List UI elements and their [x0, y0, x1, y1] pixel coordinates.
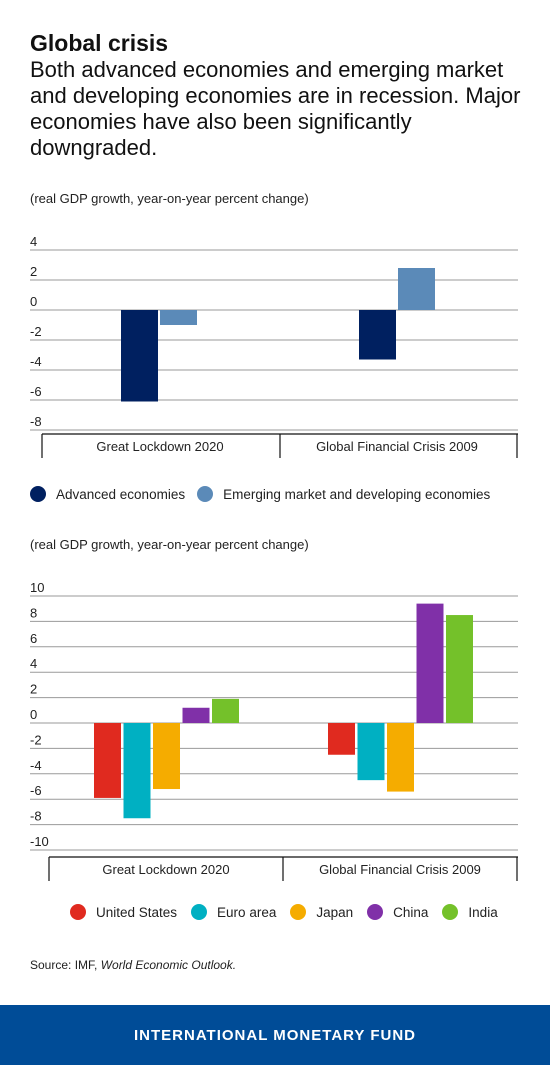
chart2-bar [328, 723, 355, 755]
chart1-ytick-label: -2 [30, 324, 42, 339]
chart1-ytick-label: 2 [30, 264, 37, 279]
chart1-category-label: Global Financial Crisis 2009 [316, 439, 478, 454]
chart1-unit-label: (real GDP growth, year-on-year percent c… [30, 191, 309, 206]
legend-label: Advanced economies [56, 486, 186, 502]
chart2-ytick-label: 10 [30, 580, 44, 595]
legend-label: Euro area [217, 904, 277, 920]
chart2-legend: United States Euro area Japan China India [70, 904, 512, 920]
chart1-svg: 4 2 0 -2 -4 -6 -8 Great Lockdown 2020 Global Fin… [30, 234, 518, 458]
chart2-category-label: Great Lockdown 2020 [102, 862, 229, 877]
source-label: Source: IMF, [30, 958, 101, 972]
chart2-ytick-label: -2 [30, 732, 42, 747]
legend-swatch [197, 486, 214, 502]
legend-swatch [30, 486, 46, 502]
legend-swatch [367, 904, 384, 920]
chart2-bar [416, 603, 444, 723]
legend-label: Japan [316, 904, 354, 920]
footer-bar: INTERNATIONAL MONETARY FUND [0, 1005, 550, 1065]
chart2-bar [387, 723, 414, 792]
chart2-unit-label: (real GDP growth, year-on-year percent c… [30, 537, 309, 552]
chart2-ytick-label: 2 [30, 682, 37, 697]
chart1-ytick-label: 4 [30, 234, 37, 249]
chart2-bar [123, 723, 151, 819]
legend-swatch [70, 904, 86, 920]
chart2-ytick-label: 6 [30, 631, 37, 646]
chart2-svg: 10 8 6 4 2 0 -2 -4 -6 -8 -10 Great Lockdown 2020 Glo… [30, 580, 518, 881]
chart2-bar [212, 698, 239, 723]
chart1-bar [398, 268, 435, 310]
chart1-legend-item: Emerging market and developing economies [197, 486, 490, 502]
chart2-ytick-label: 0 [30, 707, 37, 722]
chart1-ytick-label: 0 [30, 294, 37, 309]
source-publication: World Economic Outlook. [100, 958, 237, 972]
legend-label: China [393, 904, 429, 920]
footer-org-name: INTERNATIONAL MONETARY FUND [134, 1026, 416, 1044]
chart2-bar [182, 707, 210, 723]
chart2-ytick-label: 4 [30, 656, 37, 671]
chart2-category-label: Global Financial Crisis 2009 [319, 862, 481, 877]
legend-label: United States [96, 904, 178, 920]
chart2-bar [446, 615, 473, 723]
chart1-bar [160, 310, 197, 325]
chart1-bar [121, 310, 158, 402]
legend-swatch [191, 904, 208, 920]
chart2-bar [94, 723, 121, 798]
chart-title: Global crisis [30, 30, 169, 56]
chart2-ytick-label: -6 [30, 783, 42, 798]
chart2-legend-item: China [367, 904, 428, 920]
chart2-legend-item: India [442, 904, 498, 920]
chart2-ytick-label: -4 [30, 758, 42, 773]
chart2-bar [357, 723, 385, 781]
chart1-ytick-label: -8 [30, 414, 42, 429]
chart2-bar [153, 723, 180, 790]
chart2-ytick-label: -10 [30, 834, 49, 849]
chart1-legend-item: Advanced economies [30, 486, 185, 502]
chart2-legend-item: Japan [290, 904, 353, 920]
chart-subtitle: Both advanced economies and emerging mar… [30, 57, 521, 160]
legend-swatch [290, 904, 307, 920]
chart2-ytick-label: -8 [30, 809, 42, 824]
chart2-legend-item: United States [70, 904, 177, 920]
chart1-bar [359, 310, 396, 360]
chart1-ytick-label: -6 [30, 384, 42, 399]
chart2-ytick-label: 8 [30, 605, 37, 620]
source-note: Source: IMF, World Economic Outlook. [30, 958, 236, 972]
chart1-legend: Advanced economies Emerging market and de… [30, 486, 502, 502]
legend-label: Emerging market and developing economies [223, 486, 491, 502]
legend-label: India [468, 904, 498, 920]
legend-swatch [442, 904, 459, 920]
chart1-category-label: Great Lockdown 2020 [96, 439, 223, 454]
chart2-legend-item: Euro area [191, 904, 276, 920]
chart1-ytick-label: -4 [30, 354, 42, 369]
